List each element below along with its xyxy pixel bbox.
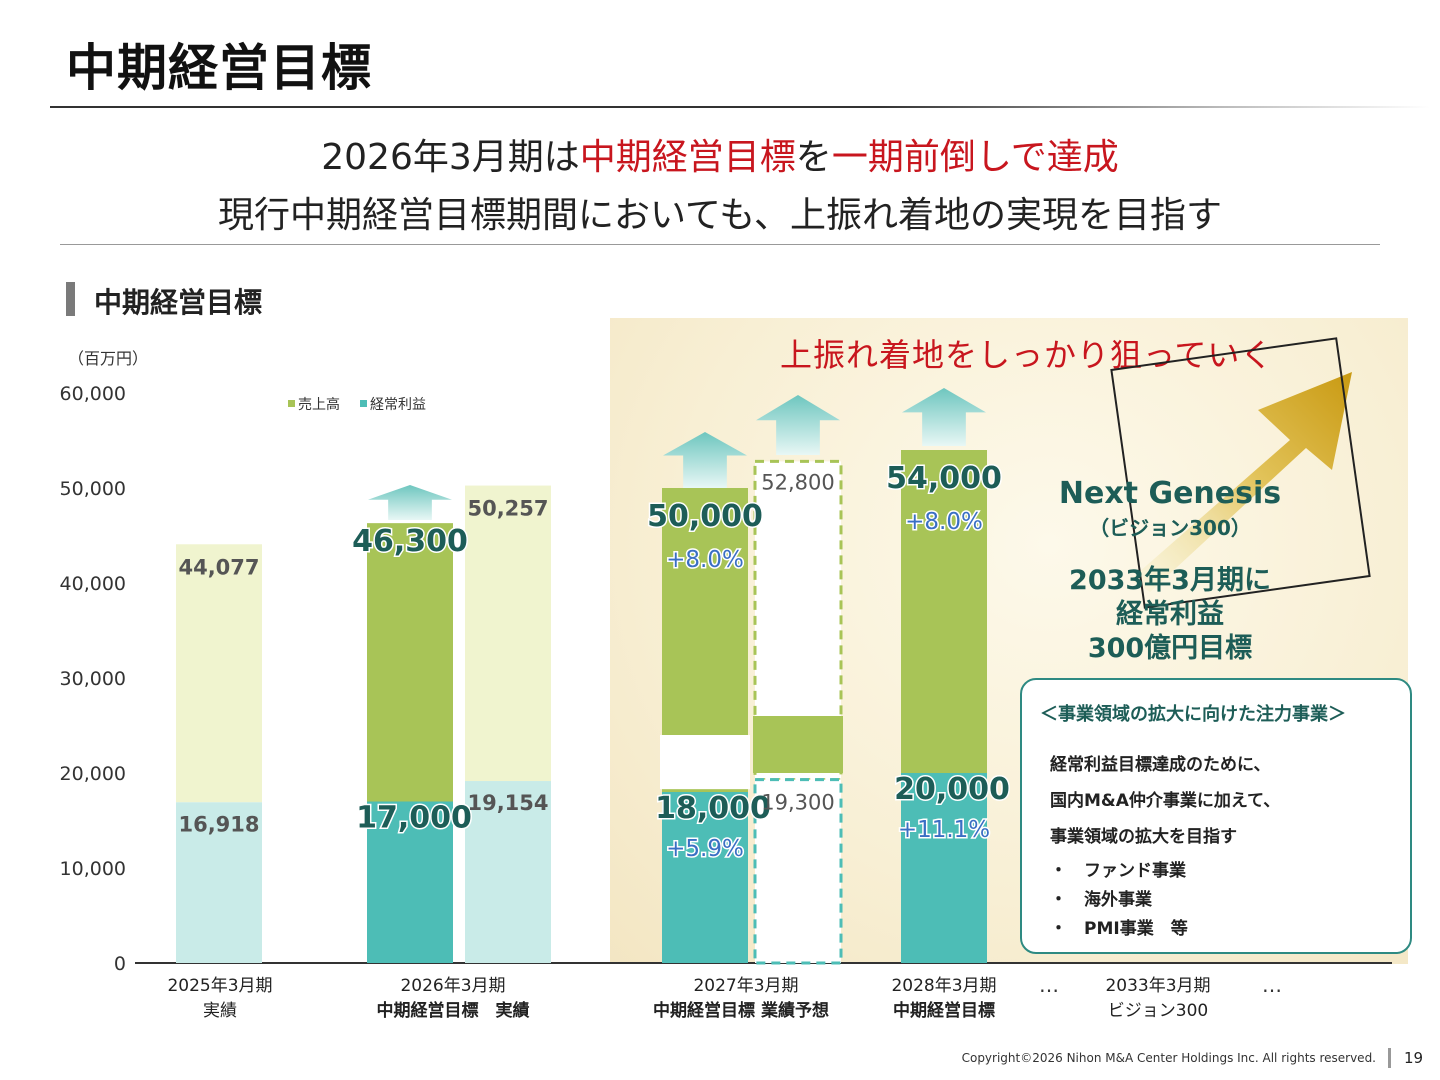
headline-text-a: 2026年3月期は — [321, 137, 580, 178]
profit-bar — [662, 792, 748, 963]
y-unit-label: （百万円） — [68, 349, 148, 368]
x-group-label: 2026年3月期 — [400, 976, 505, 996]
page-number: 19 — [1404, 1049, 1424, 1067]
y-tick-label: 0 — [114, 953, 126, 975]
next-genesis-line: 2033年3月期に — [1069, 565, 1271, 596]
x-group-sublabel: 実績 — [203, 1001, 237, 1021]
sales-up-arrow — [756, 395, 840, 455]
x-group-label: 2028年3月期 — [891, 976, 996, 996]
growth-arrow-graphic — [1130, 372, 1352, 592]
y-tick-label: 30,000 — [60, 668, 126, 690]
headline-text-b: 中期経営目標 — [579, 137, 796, 178]
profit-bar — [901, 773, 987, 963]
sales-up-arrow — [368, 485, 452, 520]
profit-bar — [465, 781, 551, 963]
y-tick-label: 40,000 — [60, 573, 126, 595]
profit-value-label: 16,918 — [178, 812, 259, 836]
next-genesis-subtitle: （ビジョン300） — [1089, 516, 1251, 540]
next-genesis-title: Next Genesis — [1058, 476, 1282, 511]
headline-text-c: を — [795, 137, 832, 178]
x-group-label: 2033年3月期 — [1105, 976, 1210, 996]
focus-box-bullet: ・ 海外事業 — [1050, 890, 1152, 910]
y-tick-label: 20,000 — [60, 763, 126, 785]
legend-label: 売上高 — [298, 396, 340, 413]
sales-value-label: 44,077 — [178, 555, 259, 579]
section-marker — [66, 282, 75, 316]
next-genesis-line: 経常利益 — [1116, 599, 1224, 630]
page-title: 中期経営目標 — [66, 39, 372, 97]
sales-value-label: 46,300 — [352, 524, 468, 559]
y-tick-label: 10,000 — [60, 858, 126, 880]
profit-bar — [367, 801, 453, 963]
sales-value-label: 50,000 — [647, 499, 763, 534]
sales-value-label: 50,257 — [467, 497, 548, 521]
focus-box-line: 経常利益目標達成のために、 — [1050, 755, 1271, 775]
headline-divider — [60, 244, 1380, 245]
footer-separator — [1388, 1048, 1391, 1068]
legend-label: 経常利益 — [370, 397, 426, 413]
focus-box-bullet: ・ PMI事業 等 — [1050, 919, 1188, 939]
sales-growth-label: +8.0% — [666, 547, 744, 573]
x-group-sublabel: 中期経営目標 業績予想 — [653, 1000, 829, 1021]
sales-value-label: 52,800 — [761, 470, 834, 494]
forecast-profit-bar — [753, 778, 843, 965]
upside-text: 上振れ着地をしっかり狙っていく — [780, 336, 1274, 374]
forecast-highlight-block — [753, 716, 843, 773]
sales-bar — [901, 450, 987, 773]
profit-value-label: 18,000 — [655, 791, 771, 826]
x-ellipsis: … — [1039, 973, 1059, 997]
profit-value-label: 19,300 — [761, 791, 834, 815]
headline-line-1: 2026年3月期は中期経営目標を一期前倒しで達成 — [0, 128, 1440, 180]
profit-value-label: 20,000 — [894, 772, 1010, 807]
legend-swatch — [360, 400, 367, 407]
sales-up-arrow — [663, 432, 747, 488]
sales-bar — [367, 523, 453, 802]
x-group-label: 2025年3月期 — [167, 976, 272, 996]
copyright-footer: Copyright©2026 Nihon M&A Center Holdings… — [961, 1051, 1376, 1065]
x-group-sublabel: ビジョン300 — [1108, 1001, 1208, 1021]
x-group-sublabel: 中期経営目標 実績 — [377, 1000, 530, 1021]
section-title: 中期経営目標 — [94, 286, 263, 319]
headline-line-2: 現行中期経営目標期間においても、上振れ着地の実現を目指す — [217, 195, 1223, 236]
legend-swatch — [288, 400, 295, 407]
sales-growth-label: +8.0% — [905, 509, 983, 535]
profit-value-label: 19,154 — [467, 791, 548, 815]
focus-box-title: ＜事業領域の拡大に向けた注力事業＞ — [1040, 704, 1346, 725]
profit-growth-label: +5.9% — [666, 836, 744, 862]
y-tick-label: 50,000 — [60, 478, 126, 500]
focus-box-bullet: ・ ファンド事業 — [1050, 861, 1186, 881]
profit-value-label: 17,000 — [356, 801, 472, 836]
profit-growth-label: +11.1% — [898, 817, 990, 843]
x-ellipsis: … — [1262, 973, 1282, 997]
target-gap-block — [660, 735, 750, 790]
focus-business-box — [1020, 678, 1412, 954]
focus-box-line: 事業領域の拡大を目指す — [1050, 827, 1237, 847]
sales-bar — [465, 485, 551, 782]
headline-text-d: 一期前倒しで達成 — [831, 137, 1119, 178]
profit-bar — [176, 802, 262, 963]
title-divider — [50, 106, 1430, 108]
focus-box-line: 国内M&A仲介事業に加えて、 — [1050, 791, 1281, 811]
next-genesis-line: 300億円目標 — [1087, 633, 1253, 664]
sales-bar — [176, 544, 262, 803]
x-group-sublabel: 中期経営目標 — [893, 1000, 995, 1021]
sales-value-label: 54,000 — [886, 461, 1002, 496]
sales-up-arrow — [902, 388, 986, 446]
y-tick-label: 60,000 — [60, 383, 126, 405]
x-group-label: 2027年3月期 — [693, 976, 798, 996]
